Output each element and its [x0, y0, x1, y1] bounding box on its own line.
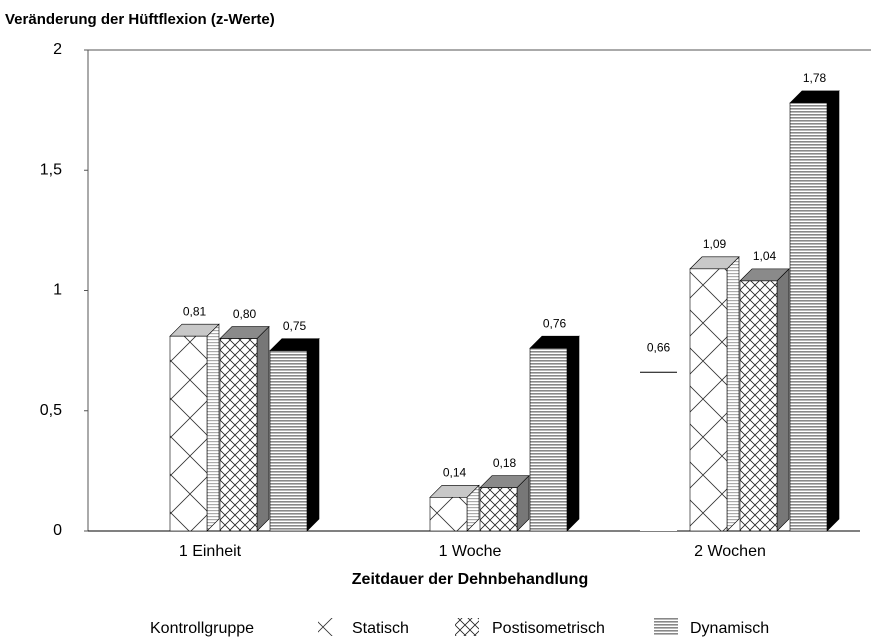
legend-swatch — [455, 618, 479, 636]
bar — [529, 347, 568, 532]
bar — [479, 487, 518, 532]
legend-swatch — [654, 618, 678, 636]
value-label: 0,14 — [443, 466, 467, 480]
bar-side — [726, 256, 740, 532]
legend: Kontrollgruppe Statisch Postisometrisch … — [128, 618, 769, 637]
x-tick-label: 1 Woche — [439, 543, 502, 560]
bar — [219, 338, 258, 532]
legend-label: Kontrollgruppe — [150, 620, 254, 637]
bar-side — [206, 323, 220, 532]
bar — [789, 102, 828, 532]
bar — [429, 497, 468, 532]
value-label: 0,80 — [233, 307, 257, 321]
x-tick-label: 2 Wochen — [694, 543, 766, 560]
value-label: 1,78 — [803, 71, 827, 85]
legend-swatch — [128, 618, 142, 636]
bar-side — [776, 268, 790, 532]
bar-side — [306, 337, 320, 532]
y-tick-label: 2 — [53, 41, 62, 58]
value-label: 1,09 — [703, 237, 727, 251]
legend-label: Dynamisch — [690, 620, 769, 637]
legend-label: Postisometrisch — [492, 620, 605, 637]
value-label: 0,76 — [543, 316, 567, 330]
value-label: 0,66 — [647, 340, 671, 354]
value-label: 1,04 — [753, 249, 777, 263]
x-axis-title: Zeitdauer der Dehnbehandlung — [352, 571, 588, 588]
value-label: 0,81 — [183, 304, 207, 318]
x-tick-label: 1 Einheit — [179, 543, 242, 560]
bar-side — [256, 325, 270, 532]
y-tick-label: 1 — [53, 282, 62, 299]
chart-title: Veränderung der Hüftflexion (z-Werte) — [5, 11, 275, 28]
bar-side — [826, 90, 840, 532]
bar — [269, 350, 308, 532]
value-label: 0,75 — [283, 319, 307, 333]
y-tick-label: 0,5 — [40, 402, 62, 419]
bar-side — [566, 335, 580, 532]
bar — [169, 335, 208, 532]
legend-label: Statisch — [352, 620, 409, 637]
y-tick-label: 0 — [53, 522, 62, 539]
bar — [640, 372, 677, 531]
y-tick-label: 1,5 — [40, 161, 62, 178]
legend-swatch — [318, 618, 342, 636]
value-label: 0,18 — [493, 456, 517, 470]
bar — [689, 268, 728, 532]
bar — [739, 280, 778, 532]
